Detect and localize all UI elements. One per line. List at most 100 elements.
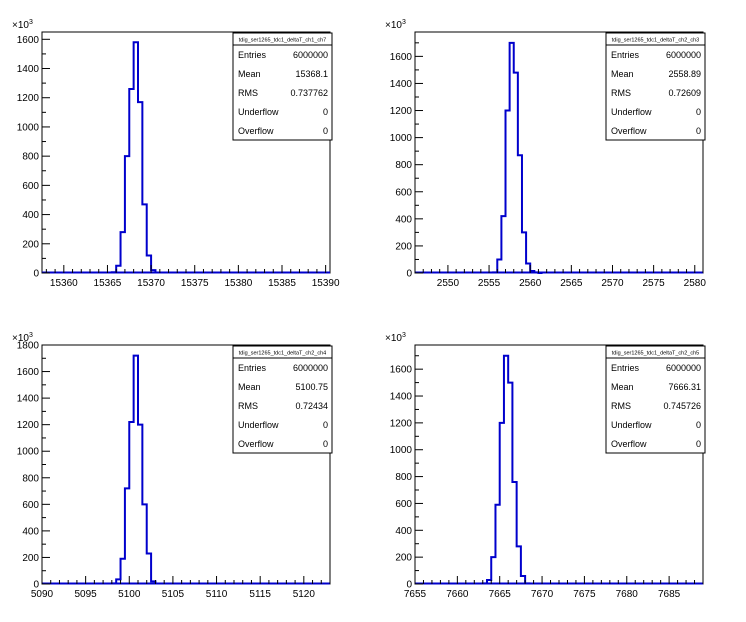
histogram-line bbox=[481, 354, 531, 585]
stat-value-overflow: 0 bbox=[323, 439, 328, 449]
stats-box: tdig_ser1265_tdc1_deltaT_ch2_ch4 Entries 6… bbox=[232, 345, 333, 454]
stat-label-entries: Entries bbox=[238, 50, 267, 60]
x-tick-label: 2570 bbox=[601, 278, 624, 289]
y-exponent-label: ×103 bbox=[12, 332, 33, 344]
stat-label-entries: Entries bbox=[611, 50, 640, 60]
stat-label-underflow: Underflow bbox=[611, 420, 652, 430]
stat-value-entries: 6000000 bbox=[293, 363, 328, 373]
y-tick-label: 800 bbox=[22, 473, 39, 484]
y-tick-label: 1000 bbox=[390, 133, 413, 144]
stat-label-underflow: Underflow bbox=[238, 107, 279, 117]
y-tick-label: 1200 bbox=[390, 106, 413, 117]
stat-value-mean: 15368.1 bbox=[295, 69, 328, 79]
stat-value-rms: 0.72434 bbox=[295, 401, 328, 411]
x-tick-label: 2580 bbox=[684, 278, 707, 289]
y-tick-label: 1000 bbox=[390, 445, 413, 456]
x-tick-label: 15390 bbox=[312, 278, 340, 289]
x-tick-label: 15370 bbox=[137, 278, 165, 289]
y-tick-label: 1400 bbox=[17, 64, 40, 75]
stat-label-entries: Entries bbox=[611, 363, 640, 373]
stat-value-mean: 7666.31 bbox=[668, 382, 701, 392]
stats-box: tdig_ser1265_tdc1_deltaT_ch2_ch3 Entries 6… bbox=[605, 32, 706, 141]
stat-label-underflow: Underflow bbox=[611, 107, 652, 117]
stats-box-frame bbox=[232, 32, 333, 141]
histogram-title: tdig_ser1265_tdc1_deltaT_ch2_ch4 bbox=[239, 351, 326, 357]
y-tick-label: 1600 bbox=[17, 35, 40, 46]
histogram-title: tdig_ser1265_tdc1_deltaT_ch2_ch3 bbox=[612, 38, 699, 44]
y-tick-label: 800 bbox=[395, 472, 412, 483]
stat-label-rms: RMS bbox=[611, 401, 631, 411]
histogram-pad-2: 2550 2555 2560 2565 2570 2575 2580 0 200 400 600 80… bbox=[385, 19, 706, 289]
stat-label-rms: RMS bbox=[238, 88, 258, 98]
y-tick-label: 400 bbox=[22, 210, 39, 221]
stat-label-overflow: Overflow bbox=[611, 439, 647, 449]
stat-label-overflow: Overflow bbox=[238, 439, 274, 449]
stat-value-entries: 6000000 bbox=[293, 50, 328, 60]
stat-value-rms: 0.745726 bbox=[663, 401, 701, 411]
x-tick-label: 5110 bbox=[206, 589, 228, 600]
y-tick-label: 800 bbox=[22, 152, 39, 163]
stat-label-mean: Mean bbox=[238, 69, 261, 79]
stat-value-underflow: 0 bbox=[323, 107, 328, 117]
y-tick-label: 0 bbox=[33, 580, 39, 591]
y-tick-label: 1800 bbox=[17, 341, 40, 352]
stat-label-entries: Entries bbox=[238, 363, 267, 373]
y-tick-label: 600 bbox=[395, 499, 412, 510]
stat-value-overflow: 0 bbox=[323, 126, 328, 136]
histogram-line bbox=[110, 354, 157, 585]
x-tick-label: 7685 bbox=[658, 589, 681, 600]
y-tick-label: 1400 bbox=[390, 392, 413, 403]
x-tick-label: 5105 bbox=[162, 589, 185, 600]
y-tick-label: 1600 bbox=[17, 367, 40, 378]
y-exponent-label: ×103 bbox=[385, 19, 406, 31]
y-tick-label: 200 bbox=[395, 553, 412, 564]
x-tick-label: 2575 bbox=[643, 278, 666, 289]
x-tick-label: 2550 bbox=[437, 278, 460, 289]
stat-value-underflow: 0 bbox=[696, 107, 701, 117]
y-tick-label: 1400 bbox=[390, 79, 413, 90]
y-tick-label: 200 bbox=[395, 241, 412, 252]
x-tick-label: 5115 bbox=[249, 589, 271, 600]
stats-box: tdig_ser1265_tdc1_deltaT_ch1_ch7 Entries 6… bbox=[232, 32, 333, 141]
stat-label-rms: RMS bbox=[238, 401, 258, 411]
histogram-line bbox=[492, 41, 543, 274]
stat-value-overflow: 0 bbox=[696, 439, 701, 449]
y-tick-label: 1200 bbox=[390, 418, 413, 429]
x-tick-label: 5095 bbox=[75, 589, 98, 600]
stat-value-underflow: 0 bbox=[696, 420, 701, 430]
y-tick-label: 400 bbox=[395, 526, 412, 537]
histogram-pad-1: 15360 15365 15370 15375 15380 15385 15390 0 200 4… bbox=[12, 19, 340, 289]
histogram-pad-4: 7655 7660 7665 7670 7675 7680 7685 0 200 400 600 80… bbox=[385, 332, 706, 600]
y-tick-label: 1400 bbox=[17, 394, 40, 405]
x-tick-label: 5090 bbox=[31, 589, 54, 600]
x-tick-label: 7675 bbox=[573, 589, 596, 600]
stat-label-overflow: Overflow bbox=[238, 126, 274, 136]
y-tick-label: 400 bbox=[395, 214, 412, 225]
x-tick-label: 15375 bbox=[181, 278, 209, 289]
stats-box-frame bbox=[605, 32, 706, 141]
stats-box-frame bbox=[232, 345, 333, 454]
stat-value-mean: 5100.75 bbox=[295, 382, 328, 392]
histogram-pad-3: 5090 5095 5100 5105 5110 5115 5120 0 200 400 600 80… bbox=[12, 332, 333, 600]
y-tick-label: 1200 bbox=[17, 93, 40, 104]
stat-label-mean: Mean bbox=[238, 382, 261, 392]
x-tick-label: 2560 bbox=[519, 278, 542, 289]
y-exponent-label: ×103 bbox=[385, 332, 406, 344]
stat-label-rms: RMS bbox=[611, 88, 631, 98]
x-tick-label: 5100 bbox=[118, 589, 141, 600]
x-tick-label: 7655 bbox=[404, 589, 427, 600]
y-tick-label: 200 bbox=[22, 239, 39, 250]
x-tick-label: 15380 bbox=[224, 278, 252, 289]
y-tick-label: 800 bbox=[395, 160, 412, 171]
y-tick-label: 0 bbox=[406, 580, 412, 591]
y-exponent-label: ×103 bbox=[12, 19, 33, 31]
x-tick-label: 15385 bbox=[268, 278, 296, 289]
y-tick-label: 0 bbox=[33, 269, 39, 280]
x-tick-label: 7665 bbox=[489, 589, 512, 600]
stats-box-frame bbox=[605, 345, 706, 454]
y-tick-label: 1600 bbox=[390, 365, 413, 376]
histogram-title: tdig_ser1265_tdc1_deltaT_ch2_ch5 bbox=[612, 351, 699, 357]
stat-label-underflow: Underflow bbox=[238, 420, 279, 430]
x-tick-label: 15360 bbox=[50, 278, 78, 289]
